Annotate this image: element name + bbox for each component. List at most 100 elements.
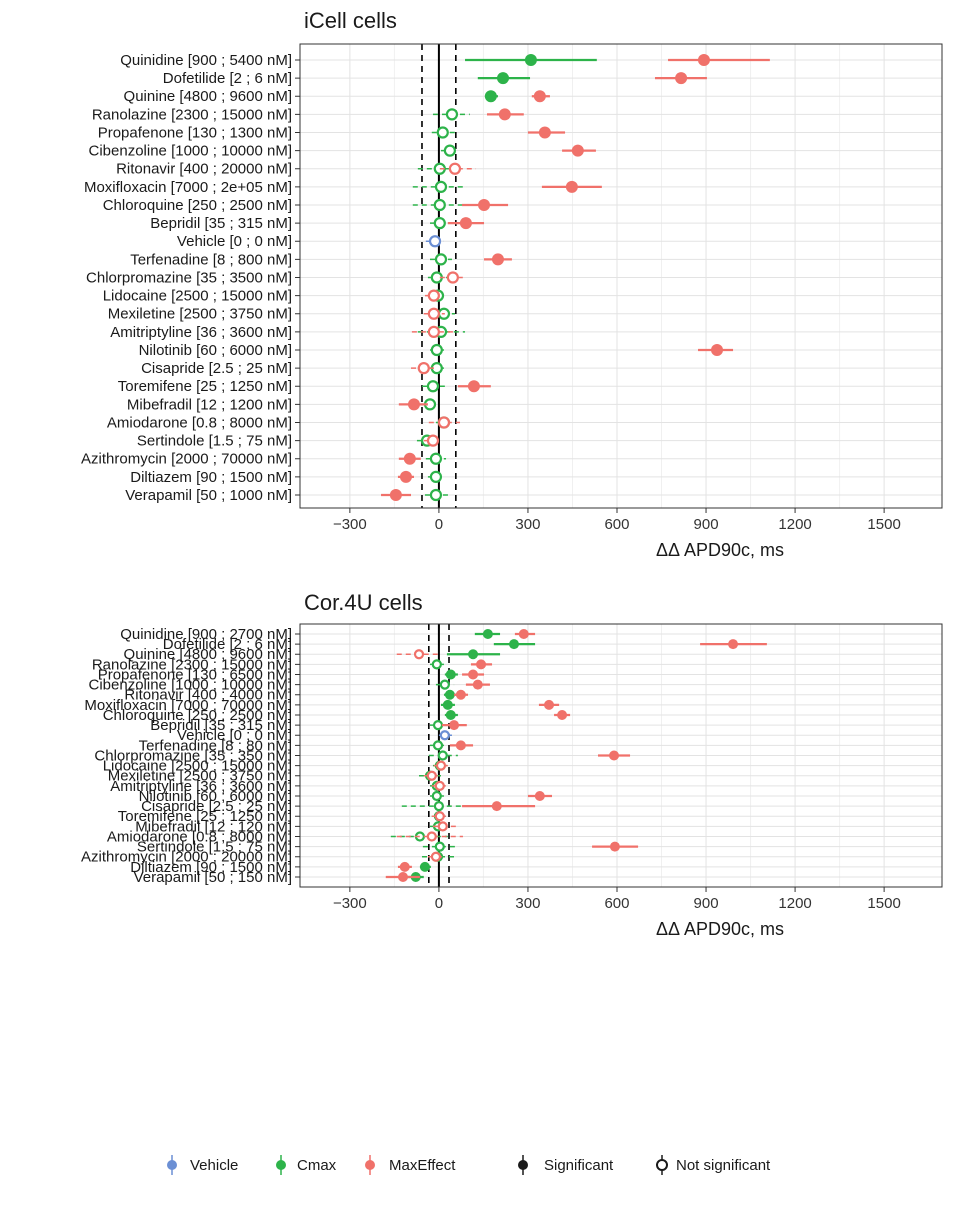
y-tick-label: Diltiazem [90 ; 1500 nM] bbox=[130, 859, 292, 876]
point-estimate bbox=[427, 325, 440, 338]
point-estimate bbox=[429, 470, 443, 483]
point-estimate bbox=[533, 90, 546, 103]
x-tick-label: 600 bbox=[604, 516, 629, 533]
y-tick-label: Toremifene [25 ; 1250 nM] bbox=[118, 378, 292, 395]
point-estimate bbox=[557, 710, 568, 720]
point-estimate bbox=[445, 108, 459, 121]
point-estimate bbox=[439, 730, 450, 741]
y-tick-label: Chlorpromazine [35 ; 3500 nM] bbox=[86, 269, 292, 286]
y-tick-label: Toremifene [25 ; 1250 nM] bbox=[118, 808, 292, 825]
point-estimate bbox=[433, 217, 446, 230]
x-tick-label: 900 bbox=[694, 895, 719, 912]
y-tick-label: Azithromycin [2000 ; 20000 nM] bbox=[81, 849, 292, 866]
point-estimate bbox=[478, 199, 491, 211]
point-estimate bbox=[431, 659, 442, 670]
point-estimate bbox=[534, 791, 545, 801]
point-estimate bbox=[491, 253, 504, 266]
y-tick-label: Dofetilide [2 ; 6 nM] bbox=[163, 636, 292, 653]
y-tick-label: Amitriptyline [36 ; 3600 nM] bbox=[110, 778, 292, 795]
point-estimate bbox=[439, 679, 450, 690]
panel-border bbox=[299, 623, 943, 888]
x-tick-label: 300 bbox=[515, 895, 540, 912]
y-tick-label: Amiodarone [0.8 ; 8000 nM] bbox=[107, 414, 292, 431]
legend-label: MaxEffect bbox=[389, 1157, 456, 1174]
y-tick-label: Nilotinib [60 ; 6000 nM] bbox=[139, 788, 292, 805]
point-estimate bbox=[407, 398, 420, 411]
point-estimate bbox=[497, 72, 510, 85]
point-estimate bbox=[445, 710, 456, 720]
point-estimate bbox=[544, 699, 555, 710]
legend: Vehicle Cmax MaxEffect Significant Not signi… bbox=[167, 1155, 771, 1175]
point-estimate bbox=[431, 790, 442, 802]
y-tick-label: Mibefradil [12 ; 120 nM] bbox=[135, 818, 292, 835]
y-tick-label: Nilotinib [60 ; 6000 nM] bbox=[139, 342, 292, 359]
x-tick-label: 0 bbox=[435, 895, 443, 912]
point-estimate bbox=[413, 649, 425, 660]
point-estimate bbox=[437, 750, 448, 761]
point-estimate bbox=[448, 162, 462, 175]
point-estimate bbox=[399, 470, 412, 483]
point-estimate bbox=[455, 740, 466, 751]
point-estimate bbox=[426, 831, 437, 842]
y-tick-label: Cisapride [2.5 ; 25 nM] bbox=[141, 360, 292, 377]
y-tick-label: Ritonavir [400 ; 20000 nM] bbox=[116, 161, 292, 178]
point-estimate bbox=[449, 720, 460, 731]
point-estimate bbox=[434, 780, 445, 791]
point-estimate bbox=[697, 54, 710, 66]
panel: Cor.4U cells −300 0 300 600 900 1200 1500 ΔΔ APD… bbox=[81, 590, 943, 939]
x-tick-label: 900 bbox=[694, 516, 719, 533]
y-tick-label: Moxifloxacin [7000 ; 2e+05 nM] bbox=[84, 179, 292, 196]
y-tick-label: Chloroquine [250 ; 2500 nM] bbox=[103, 197, 292, 214]
x-tick-label: −300 bbox=[333, 895, 367, 912]
y-tick-label: Amiodarone [0.8 ; 8000 nM] bbox=[107, 828, 292, 845]
point-estimate bbox=[426, 770, 437, 781]
legend-glyph-point bbox=[365, 1160, 375, 1170]
y-tick-label: Lidocaine [2500 ; 15000 nM] bbox=[103, 288, 292, 305]
y-tick-label: Ritonavir [400 ; 4000 nM] bbox=[124, 687, 292, 704]
point-estimate bbox=[518, 629, 529, 639]
point-estimate bbox=[498, 108, 511, 121]
legend-label: Vehicle bbox=[190, 1157, 238, 1174]
point-estimate bbox=[428, 235, 442, 248]
y-tick-label: Bepridil [35 ; 315 nM] bbox=[150, 717, 292, 734]
x-tick-label: 1200 bbox=[778, 895, 811, 912]
y-tick-label: Verapamil [50 ; 1000 nM] bbox=[125, 487, 292, 504]
point-estimate bbox=[609, 841, 620, 852]
y-tick-label: Terfenadine [8 ; 80 nM] bbox=[139, 737, 292, 754]
y-tick-label: Chloroquine [250 ; 2500 nM] bbox=[103, 707, 292, 724]
y-tick-label: Sertindole [1.5 ; 75 nM] bbox=[137, 433, 292, 450]
y-tick-label: Cibenzoline [1000 ; 10000 nM] bbox=[89, 677, 292, 694]
x-tick-label: −300 bbox=[333, 516, 367, 533]
point-estimate bbox=[571, 144, 584, 157]
y-tick-label: Mexiletine [2500 ; 3750 nM] bbox=[108, 306, 292, 323]
panel: iCell cells −300 0 300 600 900 1200 1500 ΔΔ APD9… bbox=[81, 8, 943, 560]
point-estimate bbox=[434, 811, 445, 822]
legend-glyph-point bbox=[276, 1160, 286, 1170]
point-estimate bbox=[467, 380, 480, 393]
y-tick-label: Terfenadine [8 ; 800 nM] bbox=[130, 251, 292, 268]
y-tick-label: Ranolazine [2300 ; 15000 nM] bbox=[92, 106, 292, 123]
y-tick-label: Propafenone [130 ; 1300 nM] bbox=[98, 124, 292, 141]
legend-glyph-point bbox=[656, 1159, 668, 1171]
point-estimate bbox=[430, 851, 442, 862]
point-estimate bbox=[476, 659, 487, 670]
y-tick-label: Verapamil [50 ; 150 nM] bbox=[134, 869, 292, 886]
point-estimate bbox=[437, 416, 451, 429]
point-estimate bbox=[389, 489, 402, 501]
x-tick-label: 1500 bbox=[867, 516, 900, 533]
point-estimate bbox=[468, 669, 479, 680]
chart-title: Cor.4U cells bbox=[304, 590, 423, 615]
y-tick-label: Chlorpromazine [35 ; 350 nM] bbox=[94, 747, 292, 764]
y-tick-label: Cisapride [2.5 ; 25 nM] bbox=[141, 798, 292, 815]
point-estimate bbox=[426, 434, 440, 447]
point-estimate bbox=[443, 144, 456, 157]
point-estimate bbox=[442, 699, 453, 710]
y-tick-label: Quinine [4800 ; 9600 nM] bbox=[124, 88, 292, 105]
point-estimate bbox=[427, 289, 440, 302]
point-estimate bbox=[427, 307, 440, 320]
point-estimate bbox=[565, 180, 578, 193]
point-estimate bbox=[429, 488, 443, 502]
y-tick-label: Sertindole [1.5 ; 75 nM] bbox=[137, 839, 292, 856]
y-tick-label: Dofetilide [2 ; 6 nM] bbox=[163, 70, 292, 87]
point-estimate bbox=[491, 801, 502, 812]
